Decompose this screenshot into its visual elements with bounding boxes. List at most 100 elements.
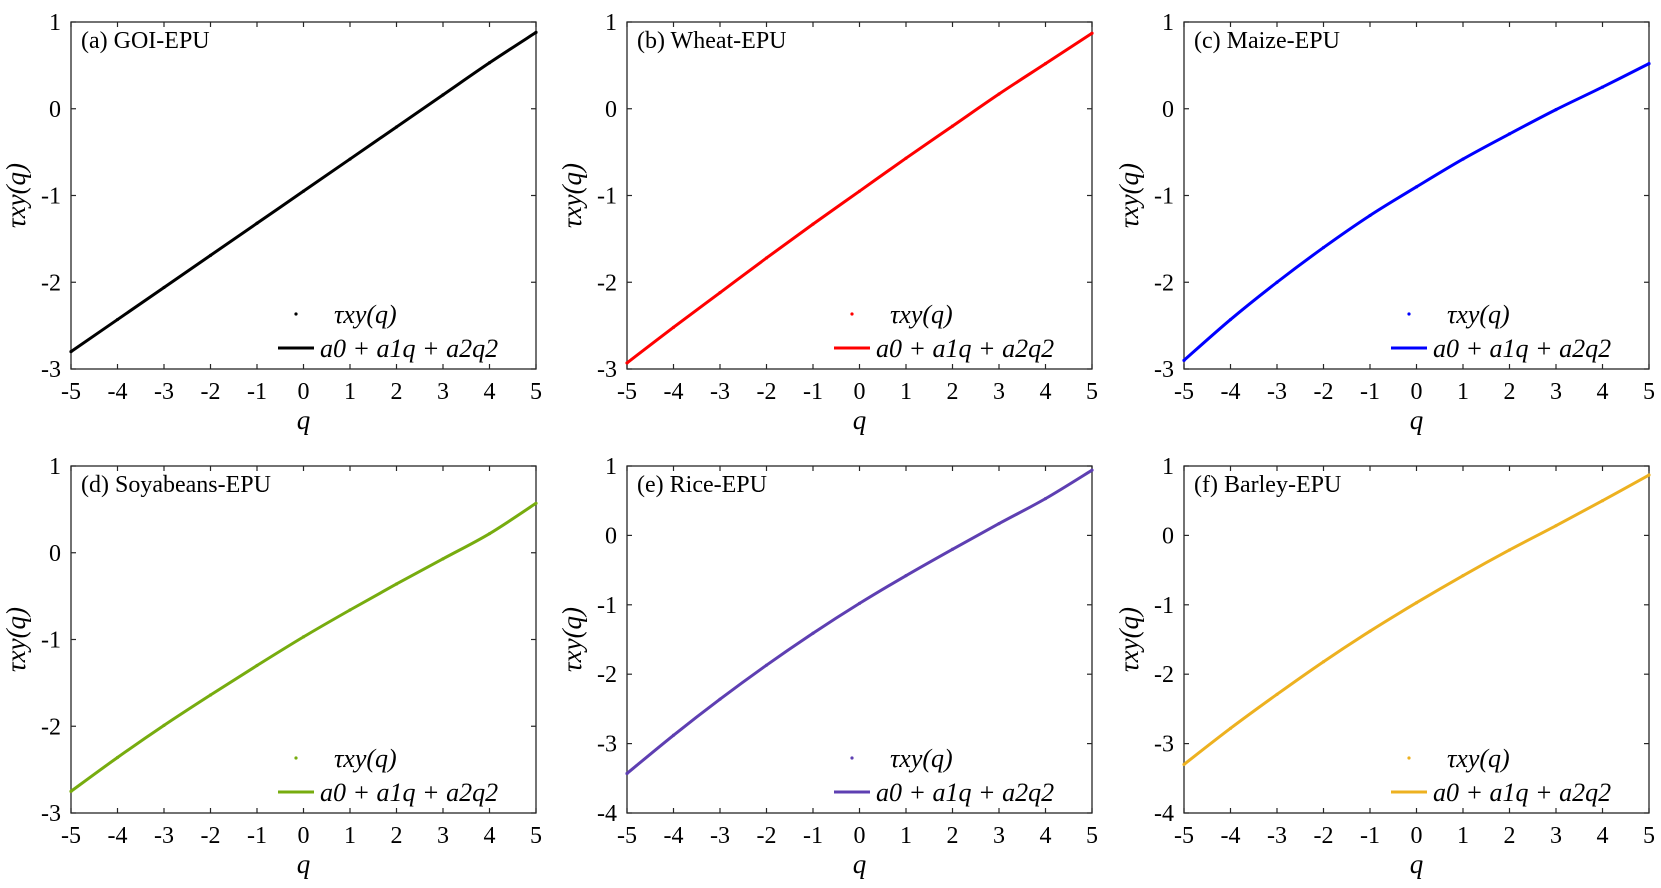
series-line-fit <box>1183 62 1650 362</box>
x-tick-label: -3 <box>710 823 730 849</box>
x-tick-label: -2 <box>1314 379 1334 405</box>
x-tick-label: 3 <box>993 823 1005 849</box>
x-axis-label: q <box>1410 405 1424 435</box>
x-tick-label: 2 <box>947 379 959 405</box>
series-line-fit <box>626 32 1093 365</box>
x-tick-label: 1 <box>344 823 356 849</box>
y-tick-label: 0 <box>1162 523 1174 549</box>
y-tick-label: 0 <box>605 523 617 549</box>
y-tick-label: 1 <box>49 10 61 36</box>
x-tick-label: 4 <box>484 823 496 849</box>
x-tick-label: -4 <box>108 823 128 849</box>
x-axis-label: q <box>853 849 867 879</box>
x-tick-label: -1 <box>803 823 823 849</box>
x-tick-label: 2 <box>1504 823 1516 849</box>
y-tick-label: 0 <box>1162 97 1174 123</box>
x-tick-label: 5 <box>1643 379 1655 405</box>
x-tick-label: 1 <box>1457 823 1469 849</box>
x-tick-label: 1 <box>1457 379 1469 405</box>
y-tick-label: -2 <box>597 662 617 688</box>
chart-panel-c-maize-epu: -5 -4 -3 -2 -1 0 1 2 3 4 5 1 0 -1 -2 -3 q τxy(q) (c) Maize… <box>1114 10 1655 435</box>
legend-label-points: τxy(q) <box>334 744 397 773</box>
x-tick-label: 0 <box>1411 379 1423 405</box>
x-tick-label: 3 <box>993 379 1005 405</box>
panel-title: (e) Rice-EPU <box>637 472 767 498</box>
x-tick-label: 0 <box>298 379 310 405</box>
y-axis-label: τxy(q) <box>557 163 587 228</box>
x-tick-label: 1 <box>900 823 912 849</box>
legend-label-points: τxy(q) <box>890 300 953 329</box>
x-tick-label: 3 <box>1550 379 1562 405</box>
y-tick-label: 1 <box>1162 454 1174 480</box>
y-tick-label: 1 <box>1162 10 1174 36</box>
x-tick-label: 5 <box>1086 823 1098 849</box>
panel-title: (f) Barley-EPU <box>1194 472 1341 498</box>
x-tick-label: 2 <box>391 823 403 849</box>
x-tick-label: 0 <box>854 379 866 405</box>
legend-label-fit: a0 + a1q + a2q2 <box>1433 334 1611 363</box>
x-tick-label: 5 <box>530 823 542 849</box>
x-tick-label: 0 <box>854 823 866 849</box>
x-tick-label: -2 <box>757 379 777 405</box>
x-tick-label: 4 <box>1040 823 1052 849</box>
x-tick-label: 4 <box>484 379 496 405</box>
x-tick-label: -3 <box>1267 379 1287 405</box>
y-tick-label: -3 <box>1154 732 1174 758</box>
x-tick-label: -2 <box>1314 823 1334 849</box>
y-tick-label: -3 <box>597 357 617 383</box>
panel-title: (c) Maize-EPU <box>1194 28 1340 54</box>
x-tick-label: -3 <box>710 379 730 405</box>
x-tick-label: 3 <box>437 823 449 849</box>
x-tick-label: -5 <box>1174 379 1194 405</box>
y-tick-label: -2 <box>1154 662 1174 688</box>
legend-label-points: τxy(q) <box>1447 744 1510 773</box>
x-tick-label: -1 <box>247 379 267 405</box>
legend-marker-points <box>850 312 854 316</box>
series-line-fit <box>70 31 537 353</box>
x-axis-label: q <box>297 405 311 435</box>
series-line-fit <box>626 468 1093 775</box>
x-axis-label: q <box>853 405 867 435</box>
y-tick-label: -2 <box>597 270 617 296</box>
x-tick-label: 1 <box>900 379 912 405</box>
series-line-fit <box>1183 473 1650 766</box>
x-tick-label: -1 <box>247 823 267 849</box>
y-axis-label: τxy(q) <box>1 607 31 672</box>
chart-panel-d-soyabeans-epu: -5 -4 -3 -2 -1 0 1 2 3 4 5 1 0 -1 -2 -3 q τxy(q) (d) Soyab… <box>1 454 542 879</box>
legend-marker-points <box>294 756 298 760</box>
x-tick-label: 2 <box>1504 379 1516 405</box>
x-tick-label: -5 <box>617 823 637 849</box>
plot-area-box <box>70 465 537 814</box>
y-axis-label: τxy(q) <box>1114 163 1144 228</box>
legend-marker-points <box>850 756 854 760</box>
panel-title: (b) Wheat-EPU <box>637 28 787 54</box>
chart-panel-a-goi-epu: -5 -4 -3 -2 -1 0 1 2 3 4 5 1 0 -1 -2 -3 q τxy(q) (a) GOI-E… <box>1 10 542 435</box>
y-axis-label: τxy(q) <box>1114 607 1144 672</box>
x-tick-label: -3 <box>154 823 174 849</box>
legend-label-points: τxy(q) <box>334 300 397 329</box>
x-tick-label: 4 <box>1597 823 1609 849</box>
series-line-fit <box>70 502 537 793</box>
x-tick-label: -2 <box>201 379 221 405</box>
legend-label-fit: a0 + a1q + a2q2 <box>320 334 498 363</box>
panel-title: (d) Soyabeans-EPU <box>81 472 271 498</box>
x-tick-label: -2 <box>757 823 777 849</box>
x-tick-label: 3 <box>1550 823 1562 849</box>
x-tick-label: -1 <box>1360 823 1380 849</box>
y-tick-label: 1 <box>605 10 617 36</box>
y-tick-label: -2 <box>1154 270 1174 296</box>
y-tick-label: -1 <box>1154 184 1174 210</box>
x-axis-label: q <box>297 849 311 879</box>
x-tick-label: 5 <box>1086 379 1098 405</box>
y-axis-label: τxy(q) <box>557 607 587 672</box>
x-tick-label: 1 <box>344 379 356 405</box>
y-tick-label: -2 <box>41 270 61 296</box>
x-tick-label: -5 <box>617 379 637 405</box>
legend-marker-points <box>1407 312 1411 316</box>
x-tick-label: -1 <box>803 379 823 405</box>
plot-area-box <box>70 21 537 370</box>
x-tick-label: -1 <box>1360 379 1380 405</box>
y-tick-label: 1 <box>49 454 61 480</box>
